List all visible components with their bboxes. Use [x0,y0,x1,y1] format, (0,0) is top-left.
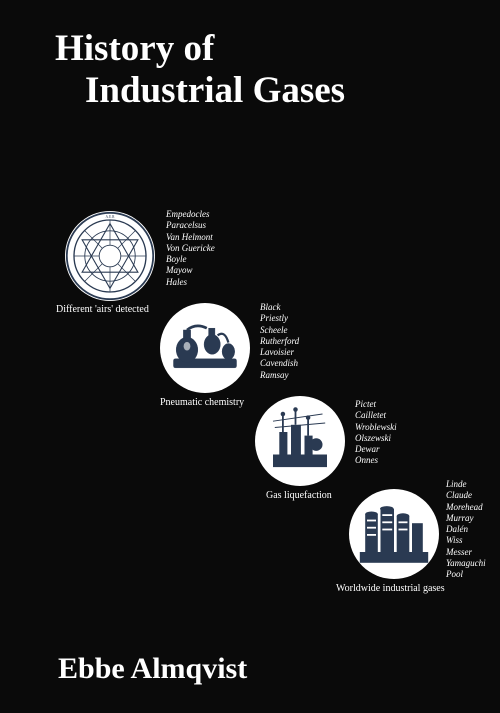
name-item: Pictet [355,399,397,410]
industrial-plant-icon [349,489,439,579]
title-line2: Industrial Gases [85,70,345,113]
name-item: Hales [166,277,215,288]
name-item: Black [260,302,299,313]
name-item: Dalén [446,524,486,535]
name-item: Cavendish [260,358,299,369]
author-name: Ebbe Almqvist [58,652,247,686]
caption-airs: Different 'airs' detected [56,304,149,315]
name-item: Van Helmont [166,232,215,243]
medallion-liquefaction [255,396,345,486]
name-item: Linde [446,479,486,490]
apparatus-icon [160,303,250,393]
name-item: Lavoisier [260,347,299,358]
medallion-airs: A.E.R [65,211,155,301]
name-item: Olszewski [355,433,397,444]
name-item: Boyle [166,254,215,265]
name-item: Murray [446,513,486,524]
name-item: Onnes [355,455,397,466]
name-item: Morehead [446,502,486,513]
name-item: Empedocles [166,209,215,220]
name-item: Priestly [260,313,299,324]
names-pneumatic: Black Priestly Scheele Rutherford Lavois… [260,302,299,381]
name-item: Scheele [260,325,299,336]
liquefaction-machine-icon [255,396,345,486]
names-liquefaction: Pictet Cailletet Wroblewski Olszewski De… [355,399,397,467]
names-worldwide: Linde Claude Morehead Murray Dalén Wiss … [446,479,486,580]
name-item: Pool [446,569,486,580]
name-item: Yamaguchi [446,558,486,569]
name-item: Paracelsus [166,220,215,231]
name-item: Messer [446,547,486,558]
name-item: Claude [446,490,486,501]
title-line1: History of [55,28,214,71]
name-item: Cailletet [355,410,397,421]
name-item: Wiss [446,535,486,546]
name-item: Mayow [166,265,215,276]
medallion-pneumatic [160,303,250,393]
alchemical-wheel-icon: A.E.R [65,211,155,301]
caption-worldwide: Worldwide industrial gases [336,583,445,594]
caption-pneumatic: Pneumatic chemistry [160,397,244,408]
names-airs: Empedocles Paracelsus Van Helmont Von Gu… [166,209,215,288]
svg-text:A.E.R: A.E.R [106,215,116,219]
name-item: Dewar [355,444,397,455]
name-item: Ramsay [260,370,299,381]
name-item: Rutherford [260,336,299,347]
name-item: Wroblewski [355,422,397,433]
name-item: Von Guericke [166,243,215,254]
caption-liquefaction: Gas liquefaction [266,490,332,501]
medallion-worldwide [349,489,439,579]
